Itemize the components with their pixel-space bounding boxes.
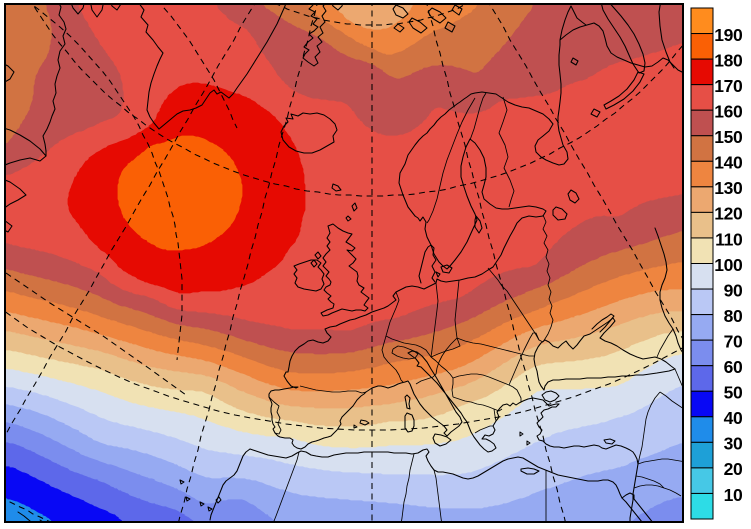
svg-text:130: 130 (714, 178, 743, 198)
svg-text:60: 60 (724, 357, 743, 377)
svg-text:100: 100 (714, 255, 743, 275)
svg-text:120: 120 (714, 204, 743, 224)
svg-text:80: 80 (724, 306, 743, 326)
svg-text:150: 150 (714, 127, 743, 147)
svg-text:160: 160 (714, 102, 743, 122)
svg-text:110: 110 (715, 229, 743, 249)
svg-text:90: 90 (724, 280, 743, 300)
svg-text:40: 40 (724, 408, 743, 428)
svg-text:20: 20 (724, 459, 743, 479)
svg-text:30: 30 (724, 434, 743, 454)
svg-text:180: 180 (714, 50, 743, 70)
svg-text:50: 50 (724, 383, 743, 403)
svg-text:70: 70 (724, 331, 743, 351)
svg-text:190: 190 (714, 25, 743, 45)
svg-text:10: 10 (724, 485, 743, 505)
svg-text:140: 140 (714, 153, 743, 173)
svg-text:170: 170 (714, 76, 743, 96)
